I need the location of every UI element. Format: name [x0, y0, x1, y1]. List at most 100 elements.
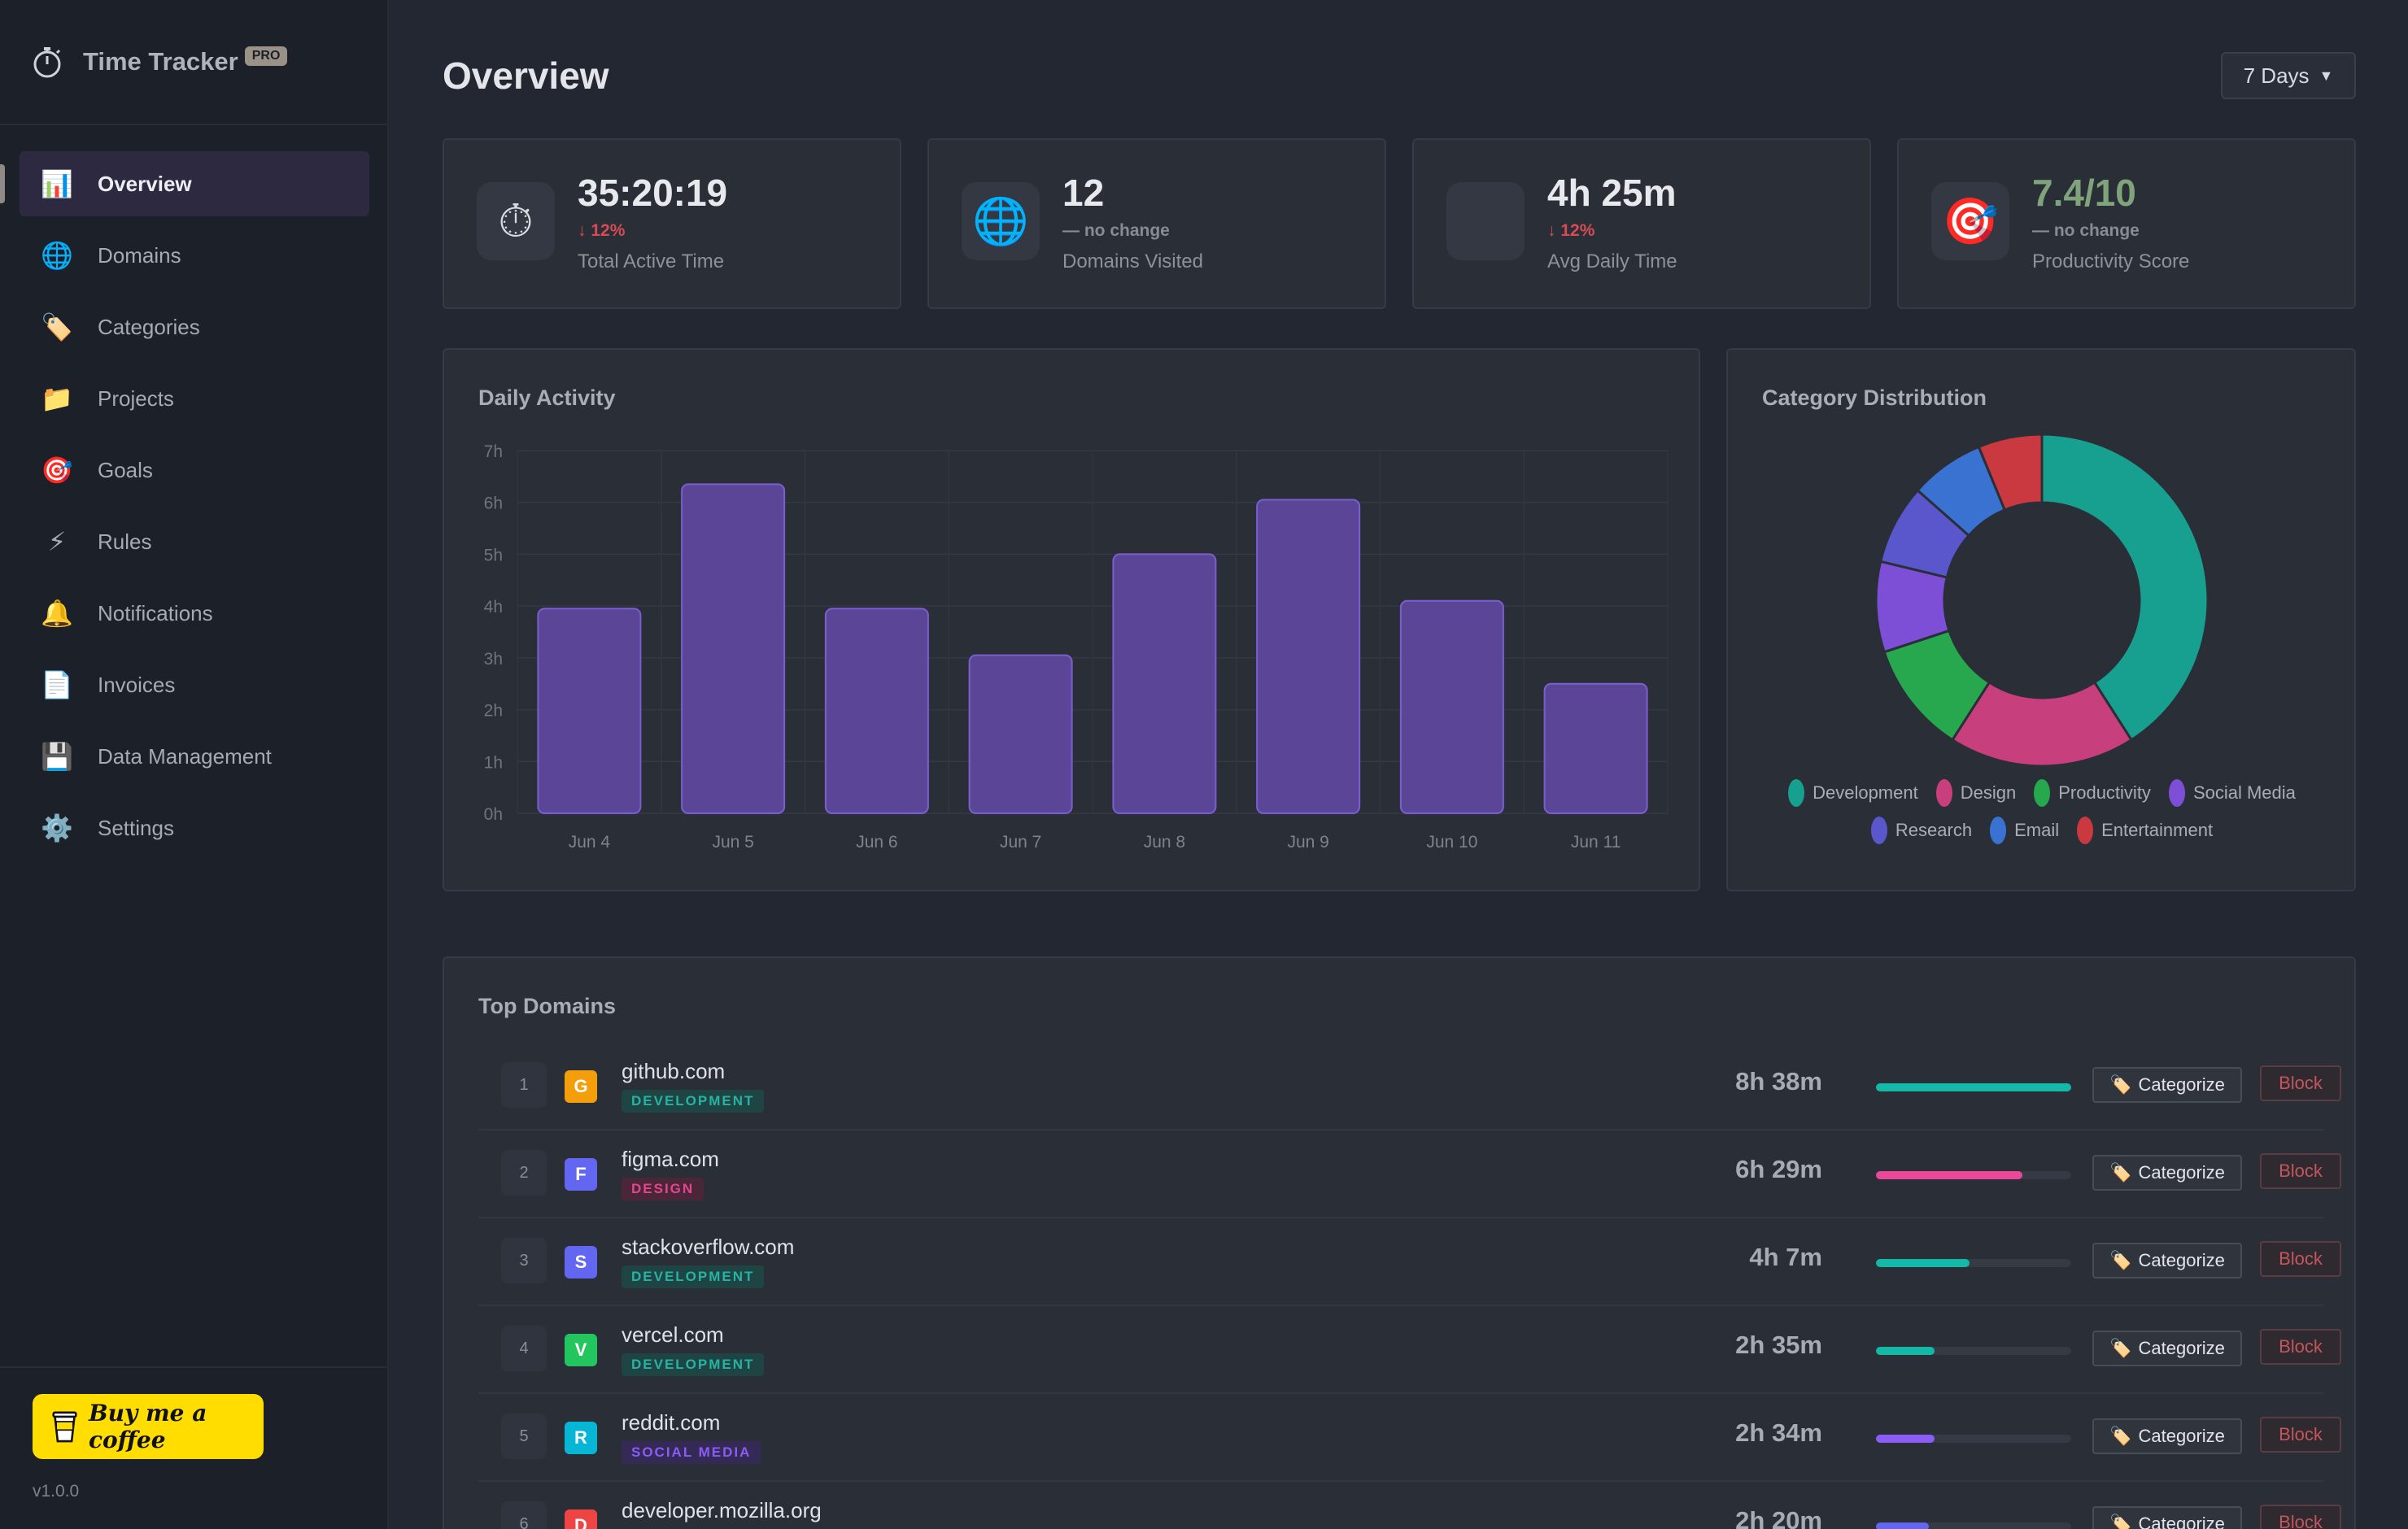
block-button[interactable]: Block	[2260, 1065, 2341, 1101]
favicon: V	[565, 1334, 597, 1366]
categorize-button[interactable]: 🏷️ Categorize	[2092, 1418, 2242, 1454]
bar-jun-5[interactable]	[681, 483, 786, 815]
gear-icon: ⚙️	[41, 813, 73, 843]
domain-name[interactable]: reddit.com	[622, 1410, 721, 1435]
sidebar-item-label: Overview	[98, 171, 192, 196]
rank-badge: 5	[501, 1414, 547, 1459]
slice-design[interactable]	[1950, 680, 2134, 768]
tag-icon: 🏷️	[41, 312, 73, 342]
tag-icon: 🏷️	[2109, 1074, 2132, 1095]
coffee-label: Buy me a coffee	[89, 1400, 207, 1453]
legend-item-development[interactable]: Development	[1788, 779, 1918, 807]
sidebar-item-label: Rules	[98, 529, 152, 554]
stat-change: — no change	[2032, 221, 2140, 240]
sidebar-item-goals[interactable]: 🎯 Goals	[20, 438, 369, 503]
y-tick-label: 4h	[484, 598, 503, 616]
category-tag: DESIGN	[622, 1178, 705, 1200]
stat-card: 4h 25m ↓ 12% Avg Daily Time	[1412, 138, 1871, 309]
usage-bar-fill	[1876, 1083, 2071, 1091]
domain-name[interactable]: stackoverflow.com	[622, 1235, 795, 1259]
sidebar-item-categories[interactable]: 🏷️ Categories	[20, 294, 369, 359]
block-button[interactable]: Block	[2260, 1329, 2341, 1365]
categorize-button[interactable]: 🏷️ Categorize	[2092, 1331, 2242, 1366]
slice-entertainment[interactable]	[1977, 433, 2044, 512]
rank-badge: 2	[501, 1150, 547, 1196]
bar-jun-6[interactable]	[824, 608, 929, 815]
bar-jun-11[interactable]	[1543, 682, 1648, 815]
categorize-button[interactable]: 🏷️ Categorize	[2092, 1067, 2242, 1103]
sidebar-item-rules[interactable]: ⚡ Rules	[20, 509, 369, 574]
coffee-cup-icon	[52, 1411, 77, 1443]
categorize-button[interactable]: 🏷️ Categorize	[2092, 1506, 2242, 1529]
sidebar-item-label: Invoices	[98, 672, 176, 697]
legend-item-productivity[interactable]: Productivity	[2034, 779, 2151, 807]
bar-jun-4[interactable]	[537, 608, 642, 815]
favicon: S	[565, 1246, 597, 1279]
block-button[interactable]: Block	[2260, 1505, 2341, 1529]
top-domains-title: Top Domains	[478, 994, 617, 1018]
legend-item-entertainment[interactable]: Entertainment	[2077, 817, 2213, 844]
usage-bar-fill	[1876, 1522, 1929, 1529]
domain-name[interactable]: github.com	[622, 1059, 726, 1083]
rank-badge: 6	[501, 1501, 547, 1529]
tag-icon: 🏷️	[2109, 1514, 2132, 1529]
legend-swatch	[1990, 817, 2007, 844]
sidebar-item-data-management[interactable]: 💾 Data Management	[20, 724, 369, 789]
daily-activity-title: Daily Activity	[478, 386, 616, 410]
categorize-button[interactable]: 🏷️ Categorize	[2092, 1243, 2242, 1279]
legend-item-social-media[interactable]: Social Media	[2168, 779, 2296, 807]
sidebar-item-domains[interactable]: 🌐 Domains	[20, 223, 369, 288]
usage-bar-fill	[1876, 1171, 2022, 1179]
tag-icon: 🏷️	[2109, 1338, 2132, 1358]
sidebar-item-label: Settings	[98, 815, 174, 840]
domain-name[interactable]: figma.com	[622, 1147, 719, 1171]
globe-icon: 🌐	[962, 182, 1040, 260]
categorize-button[interactable]: 🏷️ Categorize	[2092, 1155, 2242, 1191]
domain-name[interactable]: vercel.com	[622, 1322, 724, 1347]
stat-label: Avg Daily Time	[1547, 250, 1677, 272]
legend-item-research[interactable]: Research	[1870, 817, 1972, 844]
sidebar-item-label: Goals	[98, 457, 153, 482]
bar-jun-7[interactable]	[968, 654, 1073, 814]
bar-jun-10[interactable]	[1399, 599, 1504, 814]
stat-card: 🎯 7.4/10 — no change Productivity Score	[1897, 138, 2356, 309]
slice-development[interactable]	[2040, 433, 2210, 742]
sidebar-item-invoices[interactable]: 📄 Invoices	[20, 652, 369, 717]
stat-label: Domains Visited	[1062, 250, 1203, 272]
chart-legend: Research Email Entertainment	[1728, 817, 2356, 844]
legend-item-email[interactable]: Email	[1990, 817, 2059, 844]
rank-badge: 4	[501, 1326, 547, 1371]
sidebar-item-settings[interactable]: ⚙️ Settings	[20, 795, 369, 860]
sidebar-item-overview[interactable]: 📊 Overview	[0, 151, 369, 216]
x-tick-label: Jun 4	[569, 833, 611, 852]
brand[interactable]: Time Tracker PRO	[29, 37, 288, 86]
y-tick-label: 3h	[484, 650, 503, 669]
buy-me-a-coffee-button[interactable]: Buy me a coffee	[33, 1394, 264, 1459]
stat-change: ↓ 12%	[1547, 221, 1595, 240]
bar-jun-9[interactable]	[1256, 499, 1361, 814]
category-distribution-card: Category Distribution Development Design P…	[1726, 348, 2356, 891]
sidebar-item-projects[interactable]: 📁 Projects	[20, 366, 369, 431]
y-tick-label: 6h	[484, 494, 503, 513]
legend-label: Development	[1813, 782, 1918, 803]
sidebar-item-notifications[interactable]: 🔔 Notifications	[20, 581, 369, 646]
sidebar-nav: 📊 Overview 🌐 Domains 🏷️ Categories 📁 Projects 🎯 G…	[0, 151, 369, 867]
domain-name[interactable]: developer.mozilla.org	[622, 1498, 822, 1522]
block-button[interactable]: Block	[2260, 1241, 2341, 1277]
x-tick-label: Jun 8	[1144, 833, 1185, 852]
category-tag: DEVELOPMENT	[622, 1353, 765, 1376]
category-tag: DEVELOPMENT	[622, 1090, 765, 1113]
legend-item-design[interactable]: Design	[1935, 779, 2016, 807]
date-range-select[interactable]: 7 Days ▼	[2221, 52, 2356, 99]
block-button[interactable]: Block	[2260, 1153, 2341, 1189]
daily-activity-card: Daily Activity 0h 1h 2h 3h 4h 5h 6h 7h Jun 4 Jun …	[443, 348, 1700, 891]
block-button[interactable]: Block	[2260, 1417, 2341, 1453]
category-tag: DEVELOPMENT	[622, 1265, 765, 1288]
bar-jun-8[interactable]	[1112, 553, 1217, 815]
